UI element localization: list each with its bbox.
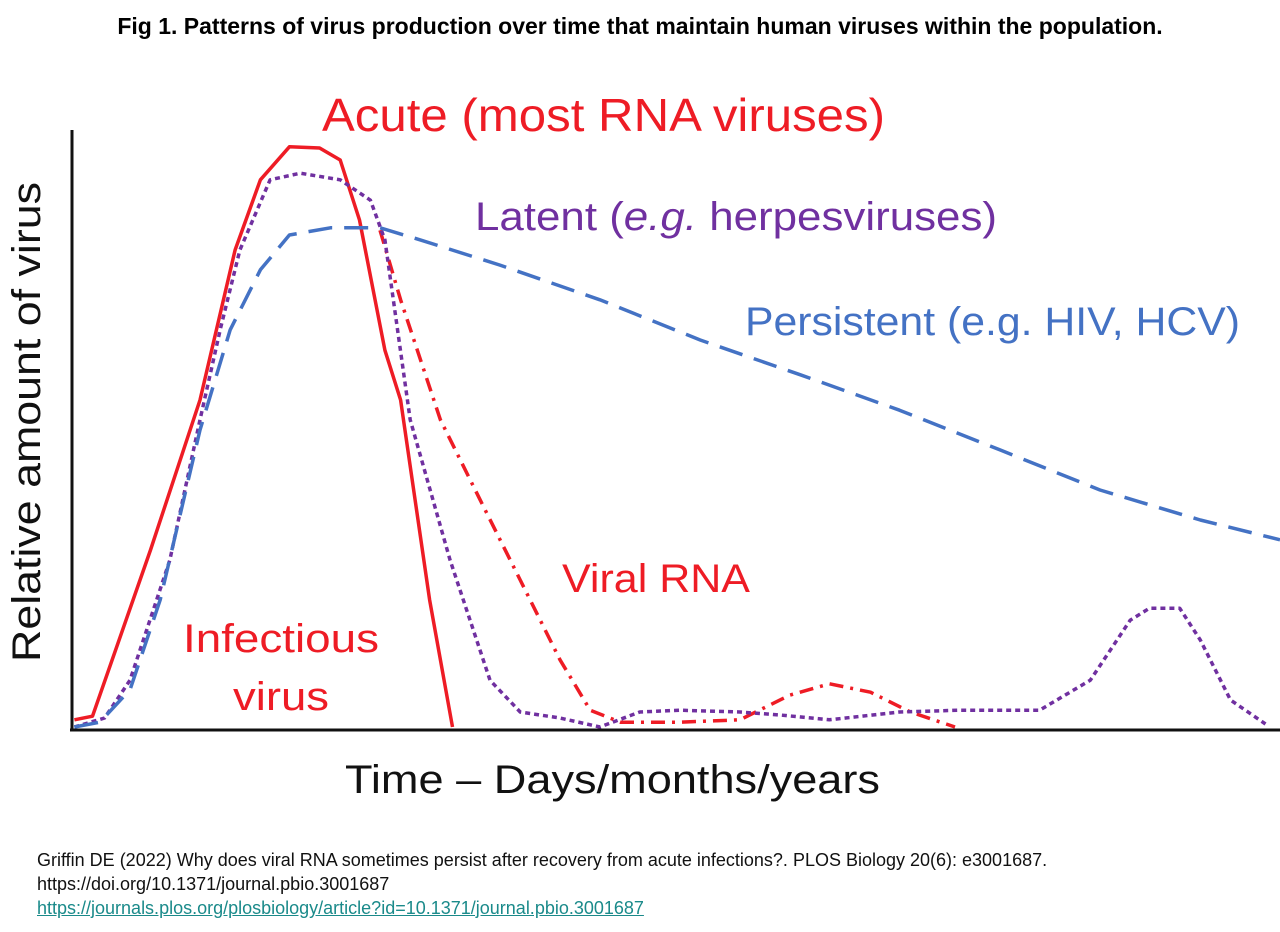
figure-title: Fig 1. Patterns of virus production over… [117, 13, 1163, 39]
viral-rna-label: Viral RNA [562, 557, 750, 601]
curves [73, 145, 1280, 729]
persistent-label: Persistent (e.g. HIV, HCV) [745, 300, 1240, 344]
series-infectious-virus-line [74, 145, 455, 728]
latent-eg: e.g. [624, 195, 697, 239]
latent-prefix: Latent ( [475, 195, 625, 239]
infectious-label: Infectious [183, 617, 379, 661]
latent-label: Latent (e.g. herpesviruses) [475, 195, 997, 239]
acute-label: Acute (most RNA viruses) [322, 89, 885, 141]
citation-text: Griffin DE (2022) Why does viral RNA som… [37, 850, 1048, 870]
citation-link[interactable]: https://journals.plos.org/plosbiology/ar… [37, 898, 644, 918]
x-axis-label: Time – Days/months/years [345, 758, 880, 802]
citation-doi: https://doi.org/10.1371/journal.pbio.300… [37, 874, 390, 894]
series-persistent-line [74, 226, 1280, 729]
series-viral-rna-line [378, 229, 956, 729]
latent-suffix: herpesviruses) [697, 195, 997, 239]
y-axis-label: Relative amount of virus [5, 182, 49, 662]
citation: Griffin DE (2022) Why does viral RNA som… [37, 848, 1047, 920]
virus-label: virus [233, 675, 329, 719]
